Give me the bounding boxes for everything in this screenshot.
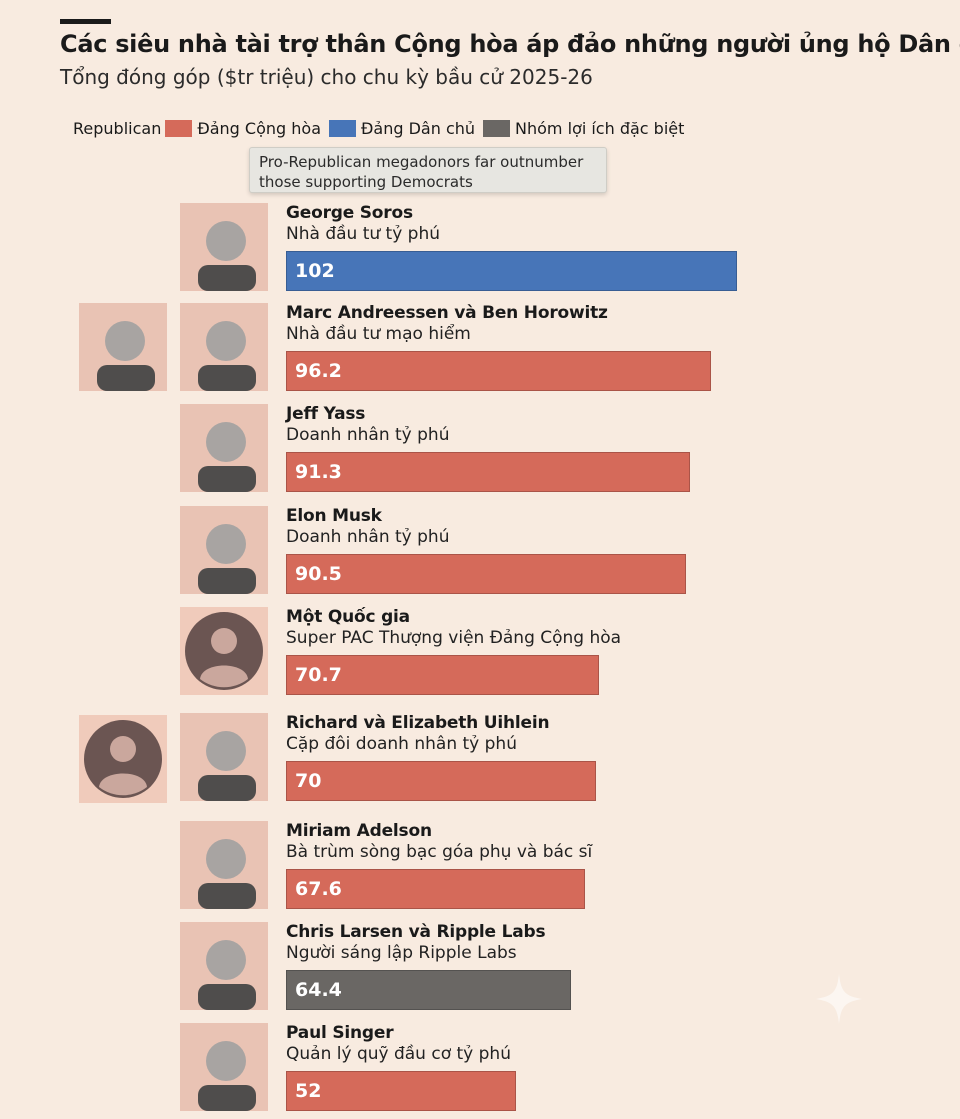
legend-item-republican: Đảng Cộng hòa — [165, 119, 321, 138]
donor-photo — [180, 922, 268, 1010]
bar-value-label: 67.6 — [295, 878, 342, 900]
donor-photo — [180, 303, 268, 391]
donor-role: Super PAC Thượng viện Đảng Cộng hòa — [286, 628, 622, 648]
legend-lead: Republican — [73, 119, 162, 138]
bar: 102 — [286, 251, 737, 291]
bar-value-label: 64.4 — [295, 979, 342, 1001]
tooltip-line-1: Pro-Republican megadonors far outnumber — [259, 153, 584, 171]
avatar-placeholder — [180, 607, 268, 695]
donor-role: Nhà đầu tư mạo hiểm — [286, 324, 471, 344]
legend-label-democrat: Đảng Dân chủ — [361, 119, 476, 138]
donor-role: Doanh nhân tỷ phú — [286, 527, 450, 547]
donor-photo — [180, 203, 268, 291]
tooltip: Pro-Republican megadonors far outnumber … — [249, 147, 607, 193]
donor-name: Một Quốc gia — [286, 607, 410, 627]
donor-photo — [180, 506, 268, 594]
tooltip-line-2: those supporting Democrats — [259, 173, 473, 191]
legend-item-democrat: Đảng Dân chủ — [329, 119, 475, 138]
donor-role: Doanh nhân tỷ phú — [286, 425, 450, 445]
donor-role: Bà trùm sòng bạc góa phụ và bác sĩ — [286, 842, 593, 862]
legend-swatch-republican — [165, 120, 193, 137]
bar: 70 — [286, 761, 596, 801]
bar-value-label: 52 — [295, 1080, 322, 1102]
legend: Republican Đảng Cộng hòa Đảng Dân chủ Nh… — [73, 119, 692, 138]
donor-name: Richard và Elizabeth Uihlein — [286, 713, 550, 733]
donor-name: Elon Musk — [286, 506, 382, 526]
donor-role: Nhà đầu tư tỷ phú — [286, 224, 441, 244]
bar: 52 — [286, 1071, 516, 1111]
donor-photo — [180, 404, 268, 492]
bar-value-label: 90.5 — [295, 563, 342, 585]
title-rule — [60, 19, 111, 24]
donor-name: George Soros — [286, 203, 413, 223]
donor-photo — [180, 821, 268, 909]
legend-label-republican: Đảng Cộng hòa — [197, 119, 321, 138]
donor-name: Chris Larsen và Ripple Labs — [286, 922, 546, 942]
bar-value-label: 96.2 — [295, 360, 342, 382]
bar-value-label: 70.7 — [295, 664, 342, 686]
bar-value-label: 102 — [295, 260, 335, 282]
avatar-placeholder — [79, 715, 167, 803]
chart-title: Các siêu nhà tài trợ thân Cộng hòa áp đả… — [60, 30, 960, 58]
legend-swatch-democrat — [329, 120, 356, 137]
legend-label-special: Nhóm lợi ích đặc biệt — [515, 119, 685, 138]
donor-role: Cặp đôi doanh nhân tỷ phú — [286, 734, 517, 754]
bar: 90.5 — [286, 554, 686, 594]
bar: 91.3 — [286, 452, 690, 492]
donor-photo — [79, 303, 167, 391]
donor-role: Người sáng lập Ripple Labs — [286, 943, 517, 963]
chart-subtitle: Tổng đóng góp ($tr triệu) cho chu kỳ bầu… — [60, 65, 593, 89]
legend-item-special: Nhóm lợi ích đặc biệt — [483, 119, 684, 138]
bar: 70.7 — [286, 655, 599, 695]
bar: 67.6 — [286, 869, 585, 909]
donor-photo — [180, 713, 268, 801]
donor-role: Quản lý quỹ đầu cơ tỷ phú — [286, 1044, 511, 1064]
legend-swatch-special — [483, 120, 511, 137]
donor-name: Marc Andreessen và Ben Horowitz — [286, 303, 608, 323]
donor-photo — [180, 1023, 268, 1111]
bar-value-label: 70 — [295, 770, 322, 792]
bar-value-label: 91.3 — [295, 461, 342, 483]
bar: 96.2 — [286, 351, 711, 391]
donor-name: Miriam Adelson — [286, 821, 432, 841]
sparkle-icon — [816, 974, 862, 1024]
donor-name: Paul Singer — [286, 1023, 394, 1043]
bar: 64.4 — [286, 970, 571, 1010]
donor-name: Jeff Yass — [286, 404, 366, 424]
